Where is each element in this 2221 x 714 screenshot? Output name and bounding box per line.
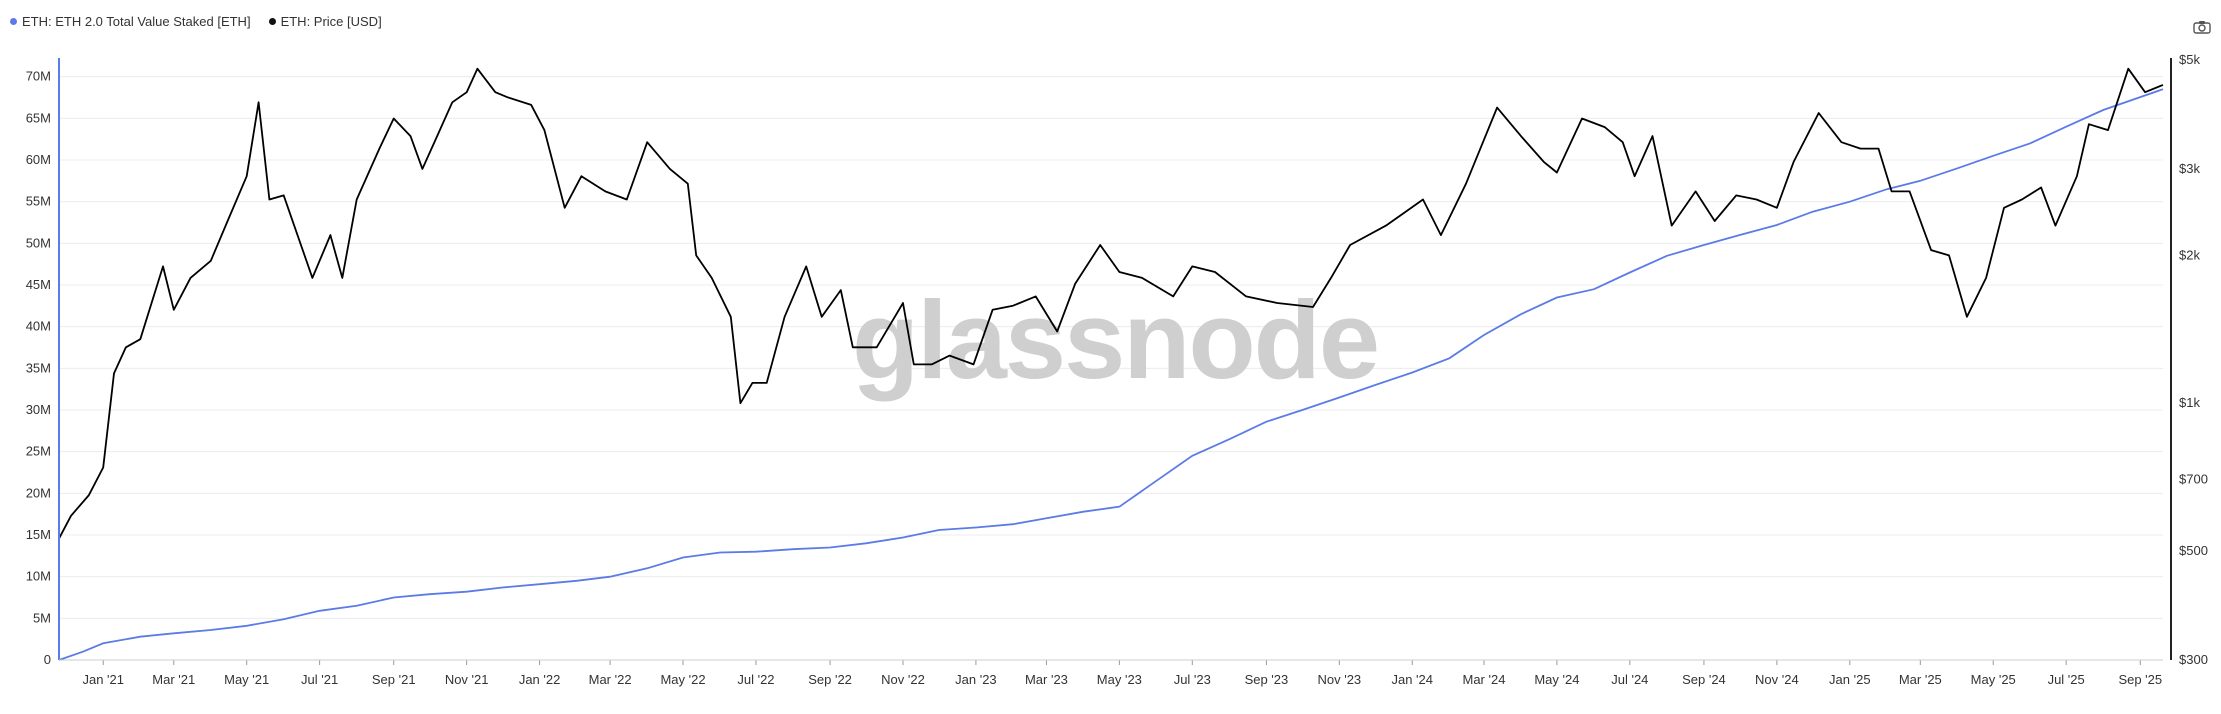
x-tick-label: Nov '21	[445, 672, 489, 687]
watermark: glassnode	[852, 279, 1378, 402]
x-tick-label: Nov '22	[881, 672, 925, 687]
x-tick-label: May '21	[224, 672, 269, 687]
y-left-tick-label: 70M	[26, 69, 51, 84]
x-tick-label: Nov '23	[1317, 672, 1361, 687]
camera-icon[interactable]	[2193, 20, 2211, 34]
y-left-tick-label: 20M	[26, 485, 51, 500]
x-tick-label: Sep '25	[2118, 672, 2162, 687]
x-tick-label: Jan '23	[955, 672, 997, 687]
series-line-price	[58, 67, 2164, 540]
y-right-tick-label: $3k	[2179, 161, 2200, 176]
x-tick-label: Jul '25	[2048, 672, 2085, 687]
y-left-tick-label: 60M	[26, 152, 51, 167]
x-tick-label: May '23	[1097, 672, 1142, 687]
x-tick-label: Mar '25	[1899, 672, 1942, 687]
x-tick-label: Mar '23	[1025, 672, 1068, 687]
y-left-tick-label: 35M	[26, 360, 51, 375]
y-left-tick-label: 55M	[26, 194, 51, 209]
x-tick-label: Jul '21	[301, 672, 338, 687]
legend-dot-price	[268, 18, 276, 25]
series-layer	[58, 67, 2164, 661]
x-tick-label: Sep '24	[1682, 672, 1726, 687]
x-tick-label: Nov '24	[1755, 672, 1799, 687]
legend-label-price: ETH: Price [USD]	[280, 14, 382, 29]
x-tick-label: Jul '23	[1174, 672, 1211, 687]
legend: ETH: ETH 2.0 Total Value Staked [ETH] ET…	[10, 14, 382, 29]
x-tick-label: Sep '23	[1245, 672, 1289, 687]
x-tick-label: Sep '21	[372, 672, 416, 687]
x-tick-label: Sep '22	[808, 672, 852, 687]
x-tick-label: Jan '21	[82, 672, 124, 687]
legend-item-staked[interactable]: ETH: ETH 2.0 Total Value Staked [ETH]	[10, 14, 251, 29]
y-left-tick-label: 65M	[26, 110, 51, 125]
x-tick-label: Jan '25	[1829, 672, 1871, 687]
legend-dot-staked	[10, 18, 17, 25]
y-left-tick-label: 10M	[26, 569, 51, 584]
y-left-tick-label: 40M	[26, 319, 51, 334]
axes: 0 5M 10M 15M 20M 25M 30M 35M 40M 45M 50M 55M 60M 65M 7…	[26, 52, 2208, 687]
legend-label-staked: ETH: ETH 2.0 Total Value Staked [ETH]	[22, 14, 251, 29]
y-right-tick-label: $2k	[2179, 247, 2200, 262]
x-tick-label: Jul '22	[737, 672, 774, 687]
y-left-tick-label: 0	[44, 652, 51, 667]
x-tick-label: May '25	[1971, 672, 2016, 687]
x-tick-label: Mar '22	[589, 672, 632, 687]
y-left-tick-label: 45M	[26, 277, 51, 292]
x-tick-label: Jan '22	[519, 672, 561, 687]
x-tick-label: Jul '24	[1611, 672, 1648, 687]
y-right-tick-label: $500	[2179, 543, 2208, 558]
gridlines	[59, 76, 2163, 661]
y-right-tick-label: $300	[2179, 652, 2208, 667]
x-tick-label: May '24	[1534, 672, 1579, 687]
x-tick-label: Mar '21	[152, 672, 195, 687]
y-left-tick-label: 5M	[33, 610, 51, 625]
y-right-tick-label: $5k	[2179, 52, 2200, 67]
y-right-tick-label: $700	[2179, 471, 2208, 486]
series-line-staked	[58, 88, 2164, 661]
y-left-tick-label: 25M	[26, 444, 51, 459]
y-left-tick-label: 30M	[26, 402, 51, 417]
x-tick-label: Jan '24	[1391, 672, 1433, 687]
legend-item-price[interactable]: ETH: Price [USD]	[268, 14, 382, 29]
x-tick-label: Mar '24	[1463, 672, 1506, 687]
x-tick-label: May '22	[660, 672, 705, 687]
y-left-tick-label: 50M	[26, 235, 51, 250]
y-right-tick-label: $1k	[2179, 395, 2200, 410]
y-left-tick-label: 15M	[26, 527, 51, 542]
